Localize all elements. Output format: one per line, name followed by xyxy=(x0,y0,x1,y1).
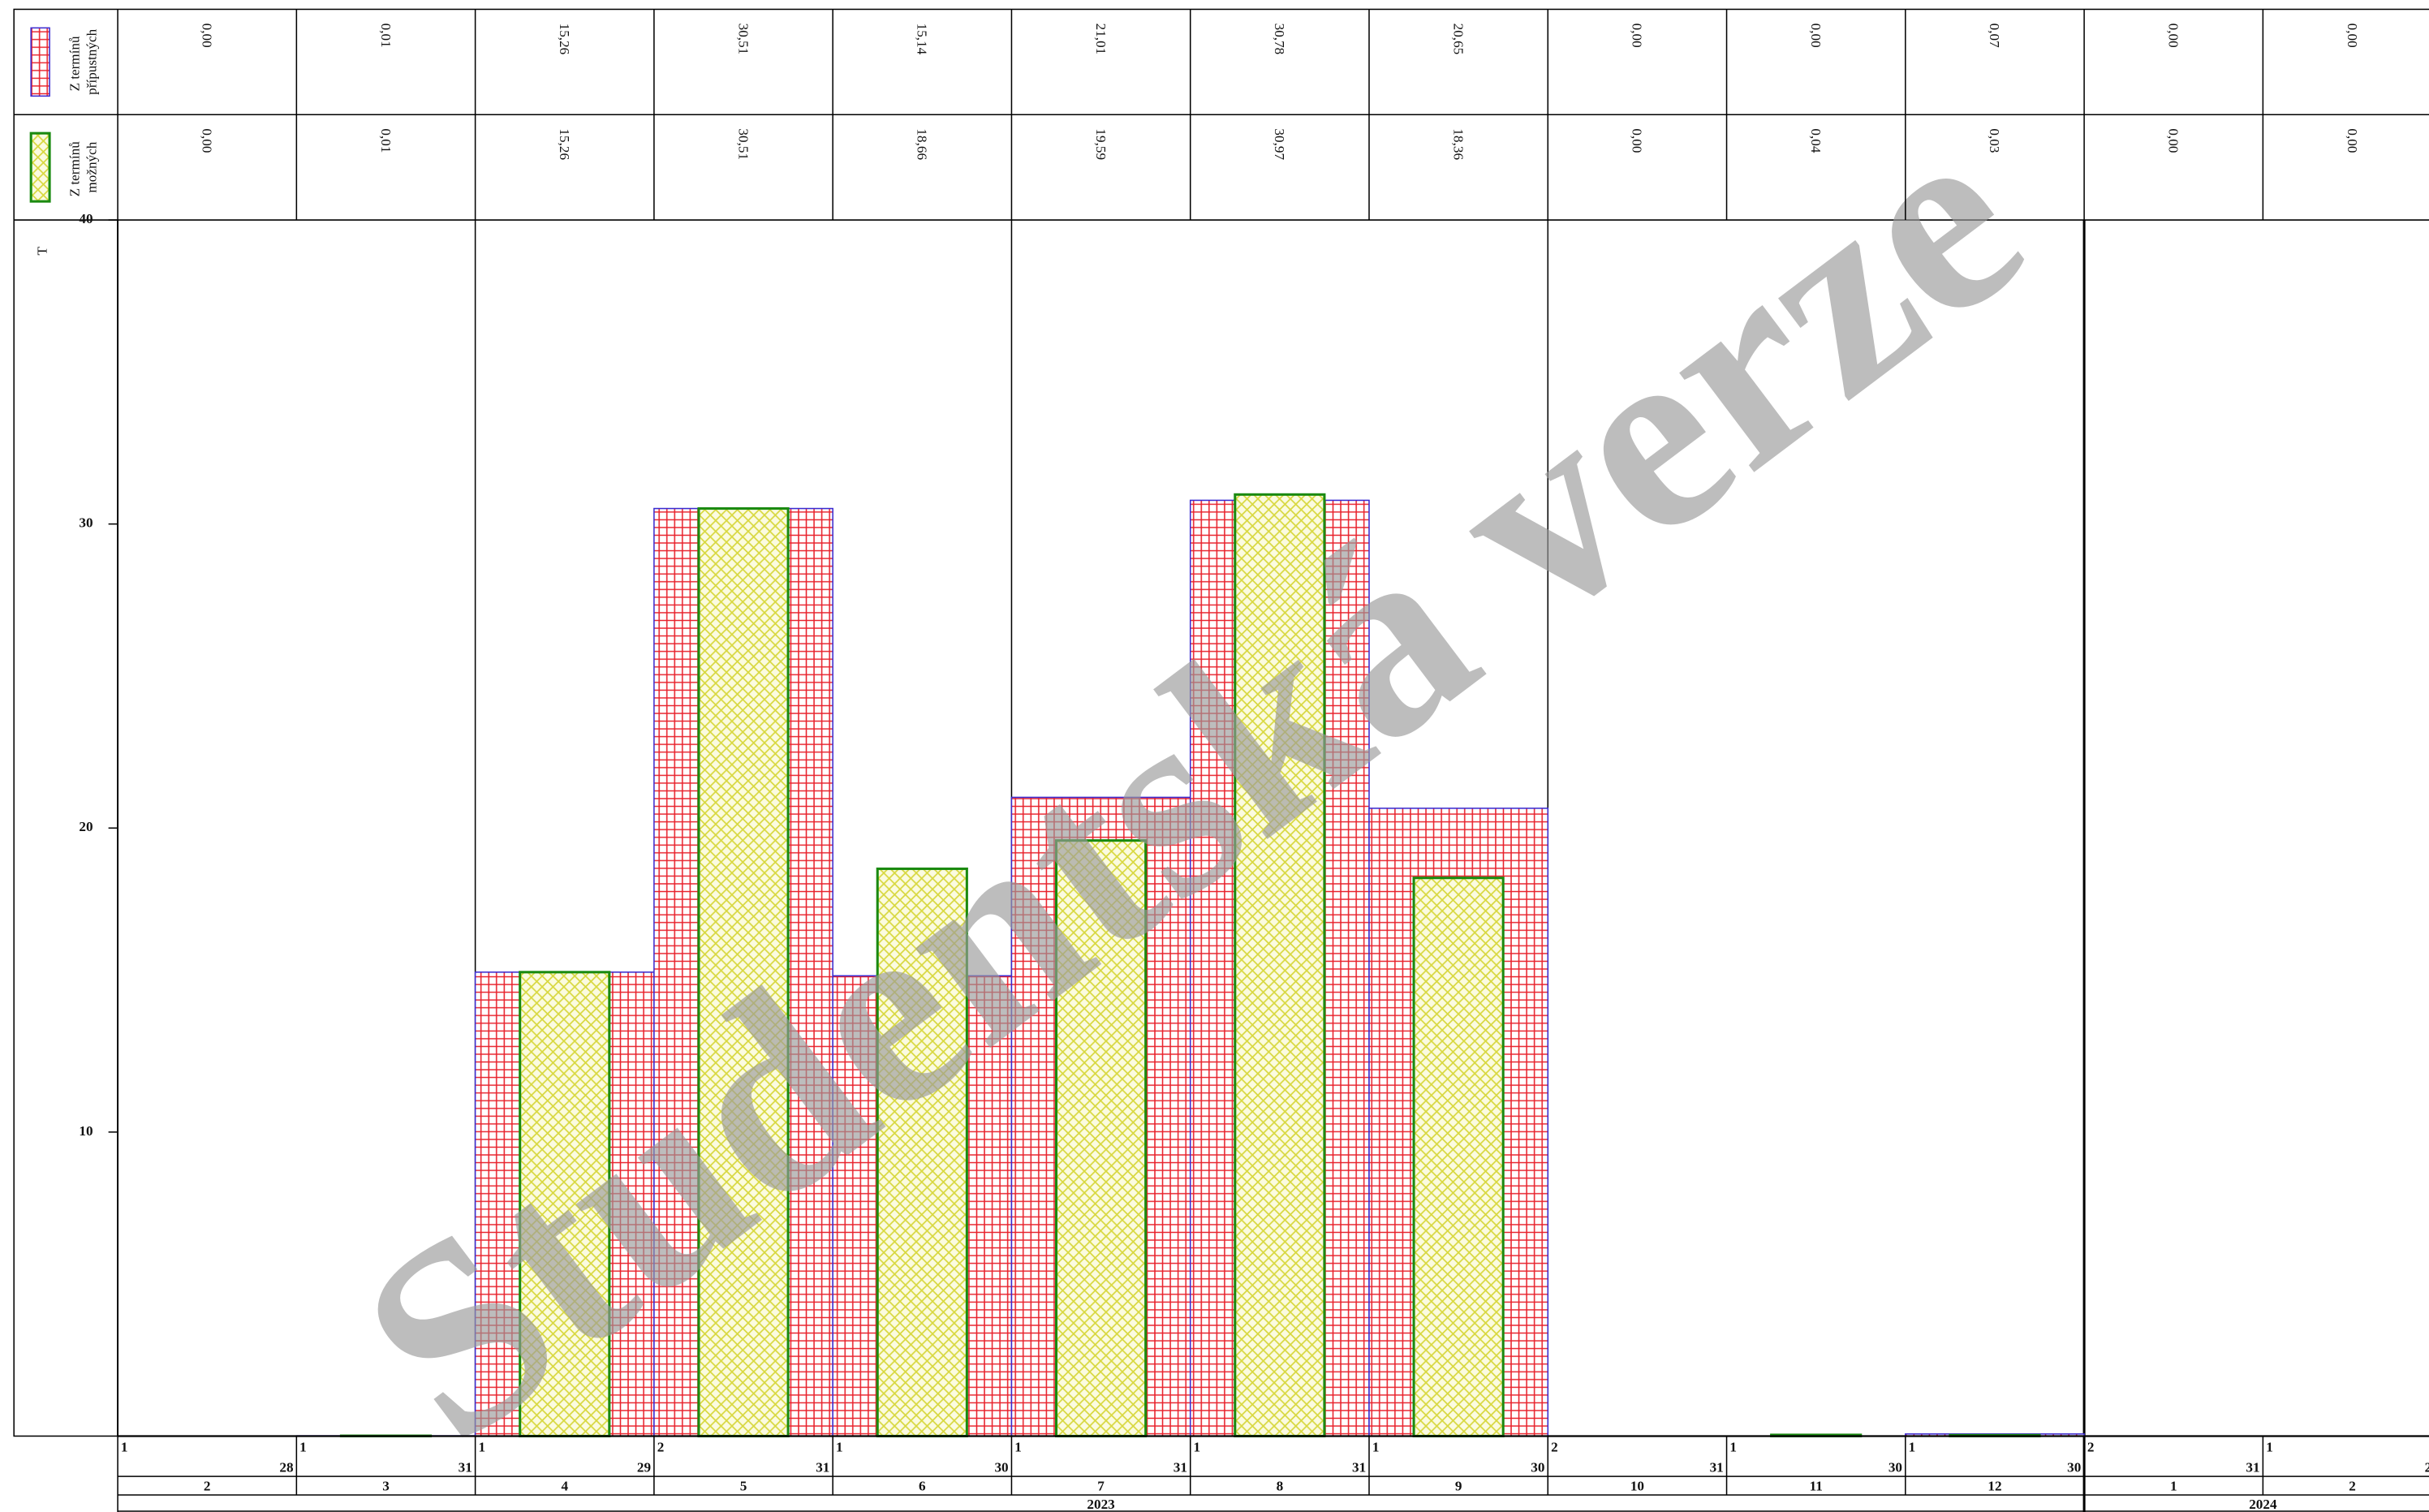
y-tick-label: 40 xyxy=(79,211,93,226)
end-day: 30 xyxy=(1889,1459,1902,1475)
year-label: 2024 xyxy=(2249,1497,2277,1512)
end-day: 31 xyxy=(1352,1459,1366,1475)
legend-swatch xyxy=(30,27,50,97)
end-day: 31 xyxy=(459,1459,472,1475)
value-label: 0,00 xyxy=(2345,24,2360,48)
x-tick-label: 10 xyxy=(1630,1478,1644,1493)
legend-label: Z termínů možných xyxy=(67,138,100,196)
value-label: 15,26 xyxy=(557,24,572,55)
end-day: 30 xyxy=(994,1459,1008,1475)
x-tick-label: 8 xyxy=(1277,1478,1284,1493)
value-label: 0,00 xyxy=(1630,24,1645,48)
x-tick-label: 2 xyxy=(204,1478,211,1493)
x-tick-label: 2 xyxy=(2349,1478,2356,1493)
end-day: 30 xyxy=(2067,1459,2081,1475)
bar xyxy=(876,867,968,1437)
start-day: 1 xyxy=(299,1440,307,1455)
value-label: 30,51 xyxy=(735,24,751,55)
value-label: 0,01 xyxy=(378,128,394,153)
x-tick-label: 4 xyxy=(561,1478,568,1493)
start-day: 1 xyxy=(1194,1440,1201,1455)
value-label: 0,01 xyxy=(378,24,394,48)
value-label: 15,14 xyxy=(915,24,930,55)
x-tick-label: 9 xyxy=(1455,1478,1462,1493)
start-day: 1 xyxy=(2266,1440,2273,1455)
start-day: 2 xyxy=(657,1440,665,1455)
bar xyxy=(1054,839,1148,1437)
value-label: 30,51 xyxy=(735,128,751,160)
end-day: 29 xyxy=(2425,1459,2429,1475)
value-label: 0,00 xyxy=(199,128,214,153)
x-tick-label: 5 xyxy=(740,1478,747,1493)
value-label: 0,07 xyxy=(1987,24,2002,48)
year-label: 2023 xyxy=(1087,1497,1114,1512)
y-tick-label: 10 xyxy=(79,1123,93,1139)
x-tick-label: 11 xyxy=(1810,1478,1823,1493)
bar xyxy=(1412,877,1505,1437)
x-tick-label: 12 xyxy=(1988,1478,2001,1493)
value-label: 0,00 xyxy=(199,24,214,48)
start-day: 1 xyxy=(121,1440,128,1455)
start-day: 1 xyxy=(836,1440,843,1455)
end-day: 31 xyxy=(816,1459,829,1475)
end-day: 30 xyxy=(1531,1459,1544,1475)
value-label: 18,66 xyxy=(915,128,930,160)
start-day: 1 xyxy=(1909,1440,1916,1455)
start-day: 1 xyxy=(1729,1440,1737,1455)
x-tick-label: 6 xyxy=(919,1478,926,1493)
end-day: 28 xyxy=(279,1459,294,1475)
start-day: 1 xyxy=(1372,1440,1380,1455)
x-tick-label: 3 xyxy=(382,1478,390,1493)
legend-label: Z termínů přípustných xyxy=(67,28,100,94)
end-day: 31 xyxy=(1710,1459,1724,1475)
bar xyxy=(1234,493,1326,1437)
value-label: 20,65 xyxy=(1450,24,1466,55)
value-label: 0,00 xyxy=(2166,128,2181,153)
value-label: 0,04 xyxy=(1808,128,1824,153)
value-label: 0,00 xyxy=(1630,128,1645,153)
x-tick-label: 7 xyxy=(1097,1478,1105,1493)
start-day: 2 xyxy=(2087,1440,2095,1455)
value-label: 18,36 xyxy=(1450,128,1466,160)
y-axis-label: T xyxy=(34,246,50,255)
value-label: 19,59 xyxy=(1093,128,1109,160)
y-tick-label: 30 xyxy=(79,515,93,531)
x-tick-label: 1 xyxy=(2170,1478,2177,1493)
start-day: 1 xyxy=(478,1440,485,1455)
value-label: 0,00 xyxy=(2166,24,2181,48)
value-label: 30,97 xyxy=(1272,128,1287,160)
value-label: 0,00 xyxy=(2345,128,2360,153)
value-label: 30,78 xyxy=(1272,24,1287,55)
value-label: 0,03 xyxy=(1987,128,2002,153)
start-day: 2 xyxy=(1551,1440,1558,1455)
value-label: 21,01 xyxy=(1093,24,1109,55)
y-tick-label: 20 xyxy=(79,819,93,834)
end-day: 31 xyxy=(2246,1459,2259,1475)
end-day: 29 xyxy=(637,1459,651,1475)
value-label: 15,26 xyxy=(557,128,572,160)
end-day: 31 xyxy=(1174,1459,1187,1475)
bar xyxy=(519,971,611,1437)
legend-swatch xyxy=(29,131,51,203)
value-label: 0,00 xyxy=(1808,24,1824,48)
start-day: 1 xyxy=(1014,1440,1022,1455)
